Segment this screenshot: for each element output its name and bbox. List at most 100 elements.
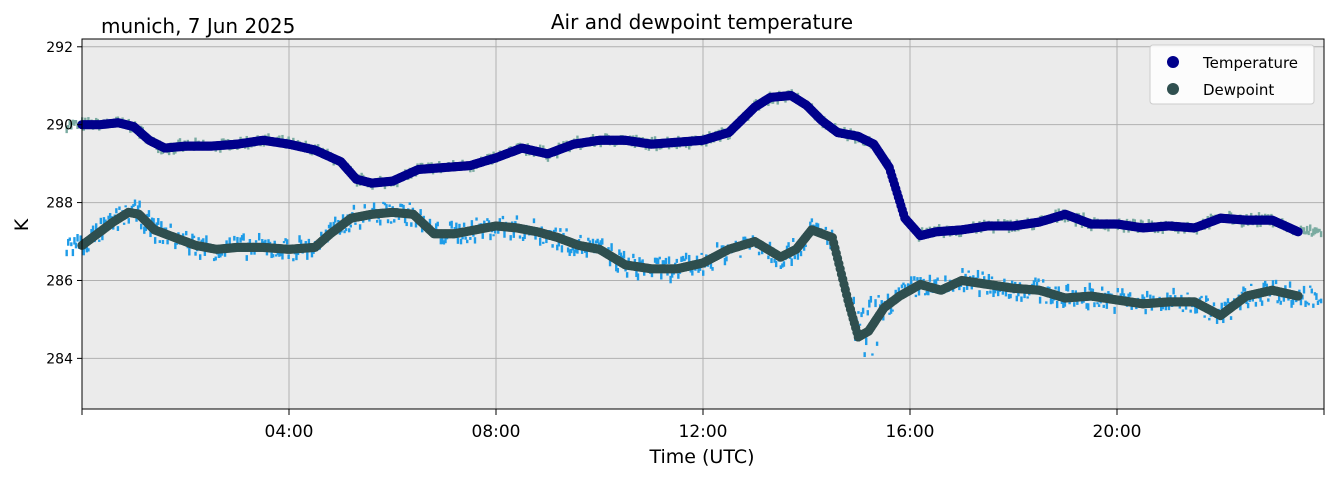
raw-dewpoint-tick: [919, 277, 922, 283]
raw-dewpoint-tick: [1240, 291, 1244, 294]
raw-dewpoint-tick: [166, 239, 169, 245]
raw-dewpoint-tick: [228, 237, 231, 245]
raw-dewpoint-tick: [1229, 316, 1233, 320]
raw-dewpoint-tick: [298, 235, 301, 243]
raw-dewpoint-tick: [1212, 302, 1216, 307]
raw-dewpoint-tick: [894, 289, 897, 296]
raw-dewpoint-tick: [458, 223, 461, 229]
raw-dewpoint-tick: [219, 250, 222, 258]
raw-dewpoint-tick: [785, 245, 789, 252]
raw-dewpoint-tick: [1239, 305, 1242, 311]
raw-dewpoint-tick: [720, 245, 724, 249]
raw-dewpoint-tick: [453, 227, 456, 230]
raw-dewpoint-tick: [386, 219, 390, 224]
raw-dewpoint-tick: [177, 232, 180, 235]
raw-dewpoint-tick: [1063, 299, 1067, 307]
raw-dewpoint-tick: [1051, 299, 1054, 304]
raw-dewpoint-tick: [68, 237, 71, 241]
raw-dewpoint-tick: [1049, 298, 1053, 305]
raw-dewpoint-tick: [852, 296, 855, 304]
raw-dewpoint-tick: [1277, 295, 1281, 302]
raw-temperature-tick: [1304, 231, 1307, 235]
raw-dewpoint-tick: [1146, 290, 1149, 298]
raw-dewpoint-tick: [1107, 291, 1110, 296]
raw-dewpoint-tick: [1307, 302, 1310, 306]
raw-dewpoint-tick: [1023, 292, 1026, 299]
raw-dewpoint-tick: [1198, 297, 1202, 300]
raw-dewpoint-tick: [450, 220, 453, 229]
x-tick-label: 12:00: [679, 422, 728, 442]
raw-dewpoint-tick: [636, 273, 640, 281]
raw-dewpoint-tick: [420, 225, 424, 233]
raw-dewpoint-tick: [1279, 300, 1282, 305]
raw-dewpoint-tick: [285, 239, 289, 245]
raw-dewpoint-tick: [799, 250, 803, 257]
raw-dewpoint-tick: [913, 276, 916, 281]
raw-dewpoint-tick: [1316, 300, 1320, 305]
raw-dewpoint-tick: [135, 216, 138, 222]
raw-dewpoint-tick: [217, 251, 221, 259]
raw-dewpoint-tick: [1200, 295, 1203, 299]
raw-dewpoint-tick: [910, 276, 913, 285]
raw-dewpoint-tick: [254, 240, 258, 243]
raw-dewpoint-tick: [1055, 300, 1059, 309]
raw-dewpoint-tick: [981, 271, 984, 275]
raw-dewpoint-tick: [770, 258, 773, 264]
raw-dewpoint-tick: [824, 226, 828, 230]
raw-dewpoint-tick: [927, 290, 930, 296]
raw-dewpoint-tick: [242, 233, 245, 241]
raw-dewpoint-tick: [625, 272, 629, 278]
raw-dewpoint-tick: [618, 249, 621, 256]
raw-dewpoint-tick: [882, 315, 885, 321]
raw-dewpoint-tick: [1015, 295, 1019, 302]
raw-dewpoint-tick: [667, 256, 671, 264]
raw-temperature-tick: [1313, 227, 1317, 235]
raw-dewpoint-tick: [354, 222, 357, 225]
raw-dewpoint-tick: [400, 203, 404, 208]
raw-dewpoint-tick: [512, 231, 515, 238]
raw-dewpoint-tick: [338, 231, 342, 235]
raw-dewpoint-tick: [888, 312, 891, 315]
raw-dewpoint-tick: [153, 237, 157, 244]
raw-dewpoint-tick: [1274, 279, 1278, 285]
raw-dewpoint-tick: [1159, 303, 1163, 311]
raw-dewpoint-tick: [1282, 294, 1286, 302]
raw-dewpoint-tick: [591, 238, 595, 245]
raw-dewpoint-tick: [802, 245, 806, 251]
raw-dewpoint-tick: [270, 250, 273, 259]
raw-dewpoint-tick: [486, 218, 489, 222]
raw-dewpoint-tick: [1225, 302, 1228, 308]
raw-dewpoint-tick: [393, 219, 396, 223]
raw-dewpoint-tick: [739, 255, 742, 258]
raw-dewpoint-tick: [1102, 304, 1105, 308]
raw-dewpoint-tick: [1113, 306, 1116, 314]
raw-dewpoint-tick: [1305, 301, 1309, 304]
raw-dewpoint-tick: [1194, 306, 1197, 314]
raw-dewpoint-tick: [73, 237, 76, 245]
raw-dewpoint-tick: [233, 235, 236, 241]
raw-dewpoint-tick: [388, 204, 391, 208]
raw-dewpoint-tick: [743, 236, 747, 241]
raw-dewpoint-tick: [223, 249, 227, 257]
temperature-point: [1293, 227, 1303, 237]
raw-dewpoint-tick: [304, 241, 307, 244]
raw-dewpoint-tick: [473, 237, 477, 244]
raw-temperature-tick: [1316, 228, 1320, 233]
raw-dewpoint-tick: [622, 250, 626, 259]
raw-dewpoint-tick: [1087, 303, 1090, 311]
raw-dewpoint-tick: [874, 299, 877, 308]
raw-dewpoint-tick: [271, 254, 275, 258]
raw-dewpoint-tick: [143, 226, 146, 234]
raw-dewpoint-tick: [934, 279, 938, 285]
raw-dewpoint-tick: [439, 238, 443, 245]
raw-dewpoint-tick: [1003, 278, 1006, 283]
y-tick-label: 290: [46, 118, 73, 134]
raw-dewpoint-tick: [1045, 301, 1048, 304]
raw-dewpoint-tick: [521, 236, 525, 241]
raw-dewpoint-tick: [933, 279, 936, 284]
raw-temperature-tick: [1301, 227, 1304, 231]
raw-dewpoint-tick: [787, 242, 790, 248]
raw-dewpoint-tick: [147, 210, 151, 217]
raw-temperature-tick: [1302, 227, 1306, 235]
